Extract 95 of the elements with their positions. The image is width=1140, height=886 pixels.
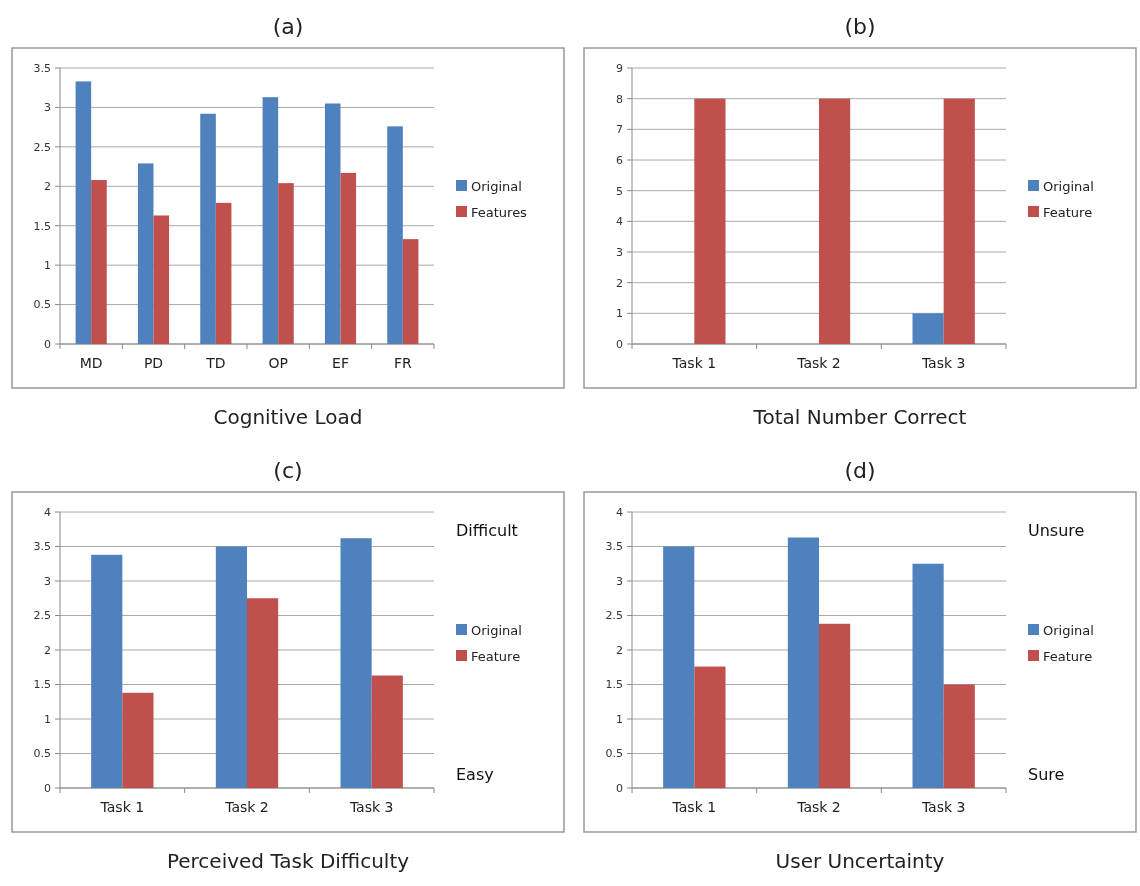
legend-label: Original	[471, 622, 522, 638]
chart-title: (d)	[844, 458, 876, 483]
x-tick-label: FR	[393, 355, 412, 371]
text: Sure	[1028, 765, 1065, 784]
bar	[200, 113, 216, 344]
bar	[663, 546, 695, 788]
x-tick-label: Task 3	[920, 799, 966, 815]
bar	[153, 215, 170, 344]
legend-label: Original	[1043, 622, 1094, 638]
bar	[91, 554, 123, 788]
y-tick-label: 2	[616, 643, 623, 657]
bar	[402, 239, 419, 344]
x-tick-label: Task 3	[348, 799, 394, 815]
y-tick-label: 3	[44, 101, 51, 115]
bar	[122, 692, 154, 788]
bar	[387, 126, 403, 344]
bar	[340, 538, 372, 788]
legend-label: Feature	[1043, 648, 1093, 664]
legend-label: Feature	[1043, 204, 1093, 220]
y-tick-label: 2.5	[33, 140, 51, 154]
y-tick-label: 1.5	[33, 678, 51, 692]
x-tick-label: Task 3	[920, 355, 966, 371]
y-tick-label: 1.5	[605, 678, 623, 692]
y-tick-label: 3	[616, 574, 623, 588]
x-tick-label: Task 1	[671, 799, 717, 815]
y-tick-label: 4	[616, 215, 623, 229]
x-tick-label: EF	[332, 355, 349, 371]
x-tick-label: MD	[79, 355, 103, 371]
y-tick-label: 0.5	[33, 747, 51, 761]
x-tick-label: OP	[268, 355, 288, 371]
x-tick-label: Task 1	[99, 799, 145, 815]
y-tick-label: 3.5	[605, 540, 623, 554]
y-tick-label: 4	[44, 505, 51, 519]
y-tick-label: 0	[616, 337, 623, 351]
text: Difficult	[456, 521, 518, 540]
bar	[912, 563, 944, 788]
bar	[340, 172, 357, 344]
legend-label: Original	[1043, 178, 1094, 194]
x-axis-title: Perceived Task Difficulty	[166, 849, 410, 873]
y-tick-label: 0	[44, 337, 51, 351]
x-tick-label: PD	[143, 355, 164, 371]
chart-title: (b)	[844, 14, 876, 39]
bar	[943, 684, 975, 788]
x-axis-title: Total Number Correct	[752, 405, 967, 429]
y-tick-label: 6	[616, 153, 623, 167]
bar	[215, 202, 232, 344]
x-tick-label: Task 2	[224, 799, 269, 815]
bar	[75, 81, 92, 344]
bar	[324, 103, 341, 344]
legend-label: Feature	[471, 648, 521, 664]
y-tick-label: 8	[616, 92, 623, 106]
y-tick-label: 1	[44, 258, 51, 272]
y-tick-label: 0.5	[605, 747, 623, 761]
text: Easy	[456, 765, 494, 784]
y-tick-label: 2	[44, 180, 51, 194]
bar	[215, 546, 247, 788]
bar	[694, 666, 726, 788]
y-tick-label: 1	[44, 712, 51, 726]
y-tick-label: 2	[616, 276, 623, 290]
chart-title: (a)	[272, 14, 304, 39]
bar	[787, 537, 819, 788]
y-tick-label: 3	[616, 245, 623, 259]
y-tick-label: 9	[616, 61, 623, 75]
y-tick-label: 1	[616, 712, 623, 726]
text: Unsure	[1028, 521, 1085, 540]
legend-label: Features	[471, 204, 528, 220]
bar	[371, 675, 403, 788]
y-tick-label: 2.5	[605, 609, 623, 623]
x-tick-label: Task 1	[671, 355, 717, 371]
bar	[247, 598, 279, 788]
x-axis-title: User Uncertainty	[775, 849, 945, 873]
y-tick-label: 3.5	[33, 540, 51, 554]
chart-title: (c)	[273, 458, 303, 483]
x-tick-label: TD	[205, 355, 226, 371]
bar	[137, 163, 154, 344]
y-tick-label: 4	[616, 505, 623, 519]
y-tick-label: 2.5	[33, 609, 51, 623]
y-tick-label: 1.5	[33, 219, 51, 233]
y-tick-label: 0	[616, 781, 623, 795]
legend-label: Original	[471, 178, 522, 194]
x-axis-title: Cognitive Load	[213, 405, 363, 429]
x-tick-label: Task 2	[796, 799, 841, 815]
bar	[819, 623, 851, 788]
y-tick-label: 7	[616, 123, 623, 137]
y-tick-label: 3	[44, 574, 51, 588]
y-tick-label: 2	[44, 643, 51, 657]
y-tick-label: 0.5	[33, 298, 51, 312]
y-tick-label: 5	[616, 184, 623, 198]
x-tick-label: Task 2	[796, 355, 841, 371]
bar	[91, 179, 107, 344]
y-tick-label: 3.5	[33, 61, 51, 75]
bar	[278, 183, 294, 344]
y-tick-label: 1	[616, 307, 623, 321]
y-tick-label: 0	[44, 781, 51, 795]
bar	[262, 97, 279, 344]
